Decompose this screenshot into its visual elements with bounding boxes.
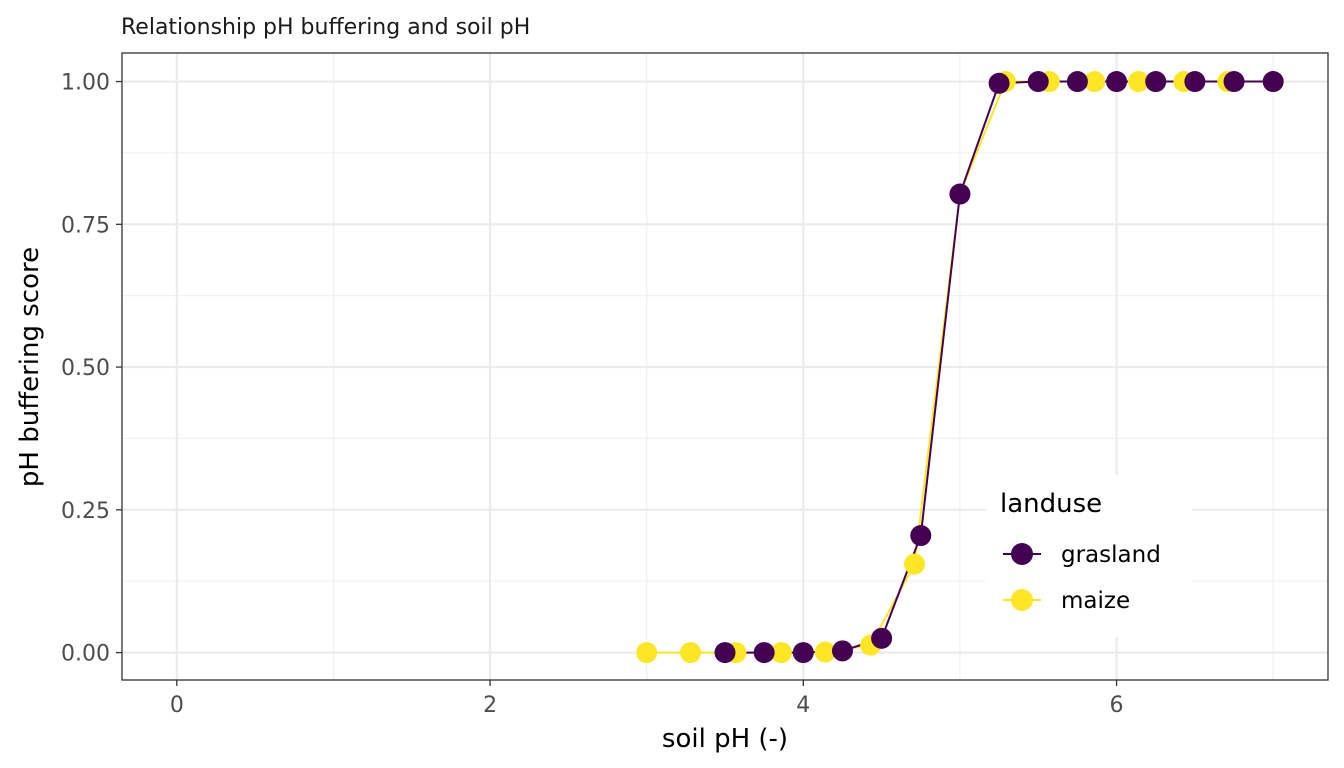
data-point-grasland [1223, 71, 1245, 93]
data-point-grasland [753, 642, 775, 664]
x-axis: 0 2 4 6 [170, 680, 1124, 718]
data-point-maize [814, 641, 836, 663]
data-point-grasland [1106, 71, 1128, 93]
data-point-maize [1084, 71, 1106, 93]
series-points [636, 71, 1284, 664]
data-point-grasland [988, 72, 1010, 94]
data-point-grasland [1145, 71, 1167, 93]
y-tick-label: 0.00 [61, 642, 110, 667]
x-tick-label: 0 [170, 693, 184, 718]
x-tick-label: 6 [1110, 693, 1124, 718]
x-tick-label: 2 [483, 693, 497, 718]
data-point-grasland [1262, 71, 1284, 93]
data-point-maize [904, 553, 926, 575]
data-point-grasland [1184, 71, 1206, 93]
y-tick-label: 0.50 [61, 356, 110, 381]
y-tick-label: 1.00 [61, 71, 110, 96]
data-point-grasland [1066, 71, 1088, 93]
legend-label-maize: maize [1061, 588, 1130, 614]
legend-title: landuse [1000, 489, 1102, 519]
data-point-grasland [792, 642, 814, 664]
data-point-maize [1127, 71, 1149, 93]
data-point-grasland [714, 642, 736, 664]
legend-key-point-maize [1011, 589, 1033, 611]
grid-major [122, 53, 1328, 680]
data-point-grasland [831, 640, 853, 662]
legend-item-maize: maize [1003, 588, 1130, 614]
y-tick-label: 0.25 [61, 499, 110, 524]
data-point-maize [680, 642, 702, 664]
x-axis-title: soil pH (-) [662, 724, 788, 754]
legend-item-grasland: grasland [1003, 542, 1161, 568]
data-point-grasland [910, 525, 932, 547]
data-point-grasland [1027, 71, 1049, 93]
data-point-grasland [949, 183, 971, 205]
legend-key-point-grasland [1011, 543, 1033, 565]
legend: landuse grasland maize [986, 475, 1192, 637]
data-point-maize [636, 642, 658, 664]
data-point-maize [770, 642, 792, 664]
legend-label-grasland: grasland [1061, 542, 1161, 568]
y-axis: 0.00 0.25 0.50 0.75 1.00 [61, 71, 122, 667]
data-point-grasland [871, 627, 893, 649]
x-tick-label: 4 [796, 693, 810, 718]
y-axis-title: pH buffering score [15, 247, 45, 487]
y-tick-label: 0.75 [61, 213, 110, 238]
chart-title: Relationship pH buffering and soil pH [121, 15, 530, 40]
